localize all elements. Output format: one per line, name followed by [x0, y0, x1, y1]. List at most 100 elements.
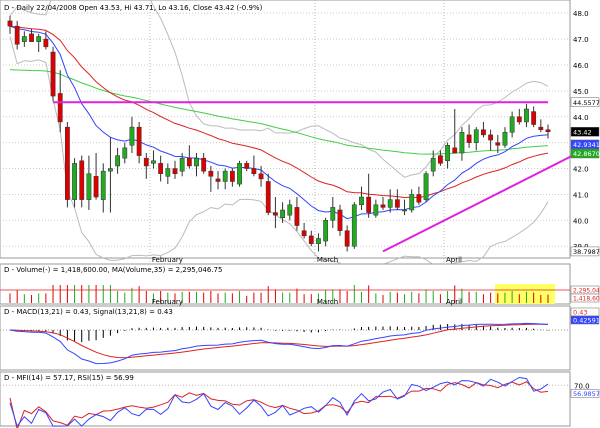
candle-body — [473, 129, 479, 143]
candle-body — [394, 199, 400, 208]
volume-badges: 2,295,041,418,60 — [570, 285, 600, 303]
moving-averages — [9, 25, 549, 220]
macd-badges: 0.430.425917 — [570, 307, 600, 325]
candle-body — [21, 36, 27, 42]
candle-body — [280, 209, 285, 218]
support-trendline — [382, 141, 599, 253]
volume-bars — [0, 285, 570, 303]
mfi-content — [0, 376, 570, 428]
candle-body — [359, 196, 364, 206]
macd-badge — [570, 315, 600, 325]
mfi-label: D - MFI(14) = 57.17, RSI(15) = 56.99 — [4, 374, 134, 382]
candle-body — [481, 129, 486, 136]
price-tick-label: 45.0 — [573, 88, 589, 96]
month-label: February — [152, 256, 183, 264]
candle-body — [64, 126, 70, 200]
price-tick-label: 47.0 — [573, 36, 589, 44]
candle-body — [538, 126, 544, 130]
candle-body — [323, 220, 329, 242]
price-badge-label: 38.7987 — [573, 248, 600, 256]
candle-body — [237, 163, 242, 185]
candle-body — [258, 173, 264, 180]
candle-body — [402, 209, 407, 212]
macd-badge-label: 0.43 — [573, 309, 587, 317]
price-badge — [570, 148, 600, 159]
price-badge-label: 42.8670 — [573, 150, 600, 158]
candle-body — [466, 134, 472, 143]
candle-body — [57, 93, 63, 123]
candle-body — [215, 178, 221, 182]
candle-body — [179, 157, 185, 172]
price-tick-label: 44.0 — [573, 114, 589, 122]
candle-body — [251, 168, 257, 174]
candle-body — [488, 134, 494, 141]
bollinger-bands — [9, 0, 549, 270]
candle-body — [7, 20, 13, 27]
month-label: March — [317, 256, 338, 264]
candle-body — [108, 168, 113, 172]
candle-body — [337, 209, 343, 231]
candle-body — [136, 126, 142, 156]
candle-body — [79, 160, 85, 200]
price-header: D - Daily 22/04/2008 Open 43.53, Hi 43.7… — [4, 4, 263, 12]
candle-body — [222, 170, 228, 182]
candle-body — [373, 204, 379, 216]
candle-body — [29, 33, 34, 42]
candle-body — [308, 235, 314, 244]
price-tick-label: 40.0 — [573, 217, 589, 225]
candle-body — [301, 230, 307, 237]
candle-body — [186, 157, 192, 167]
candle-body — [244, 163, 250, 169]
ma-green-line — [9, 69, 549, 155]
candle-body — [14, 25, 20, 45]
price-grid — [0, 0, 570, 426]
mfi-axis: 70.056.9857 — [570, 382, 600, 398]
mfi-tick-label: 70.0 — [574, 382, 590, 390]
candle-body — [437, 155, 443, 164]
candle-body — [387, 199, 393, 208]
candle-body — [129, 126, 135, 146]
month-label: April — [446, 256, 462, 264]
candle-body — [351, 204, 357, 247]
candle-body — [516, 116, 522, 123]
candle-body — [172, 168, 178, 174]
candle-body — [445, 144, 450, 162]
candle-body — [531, 111, 537, 125]
candle-body — [201, 157, 207, 172]
macd-label: D - MACD(13,21) = 0.43, Signal(13,21,8) … — [4, 308, 173, 316]
lower-band — [9, 36, 549, 270]
candle-body — [459, 132, 465, 154]
candle-body — [50, 51, 56, 97]
candle-body — [36, 36, 42, 42]
macd-badge-label: 0.425917 — [573, 317, 600, 325]
month-label: February — [152, 298, 183, 306]
candle-body — [43, 38, 49, 48]
candle-body — [495, 142, 501, 146]
price-badge — [570, 97, 600, 108]
mfi-badge-label: 56.9857 — [573, 390, 600, 398]
month-label: March — [317, 298, 338, 306]
candle-body — [143, 157, 149, 167]
candle-body — [194, 157, 199, 167]
price-badge-label: 43.42 — [573, 128, 592, 136]
candle-body — [330, 207, 336, 221]
ma-red-line — [9, 25, 549, 199]
price-tick-label: 46.0 — [573, 62, 589, 70]
candle-body — [122, 147, 128, 159]
candle-body — [502, 132, 508, 146]
mfi-badge — [570, 389, 600, 398]
candlesticks — [7, 15, 551, 252]
price-badge — [570, 246, 600, 257]
candle-body — [265, 181, 271, 213]
volume-badge-label: 1,418,60 — [573, 296, 600, 303]
month-label: April — [446, 298, 462, 306]
upper-band — [9, 0, 549, 178]
mfi-panel-frame — [0, 371, 571, 427]
price-tick-label: 48.0 — [573, 10, 589, 18]
trendlines — [53, 101, 599, 253]
macd-panel-frame — [0, 305, 571, 371]
macd-line — [9, 322, 549, 365]
